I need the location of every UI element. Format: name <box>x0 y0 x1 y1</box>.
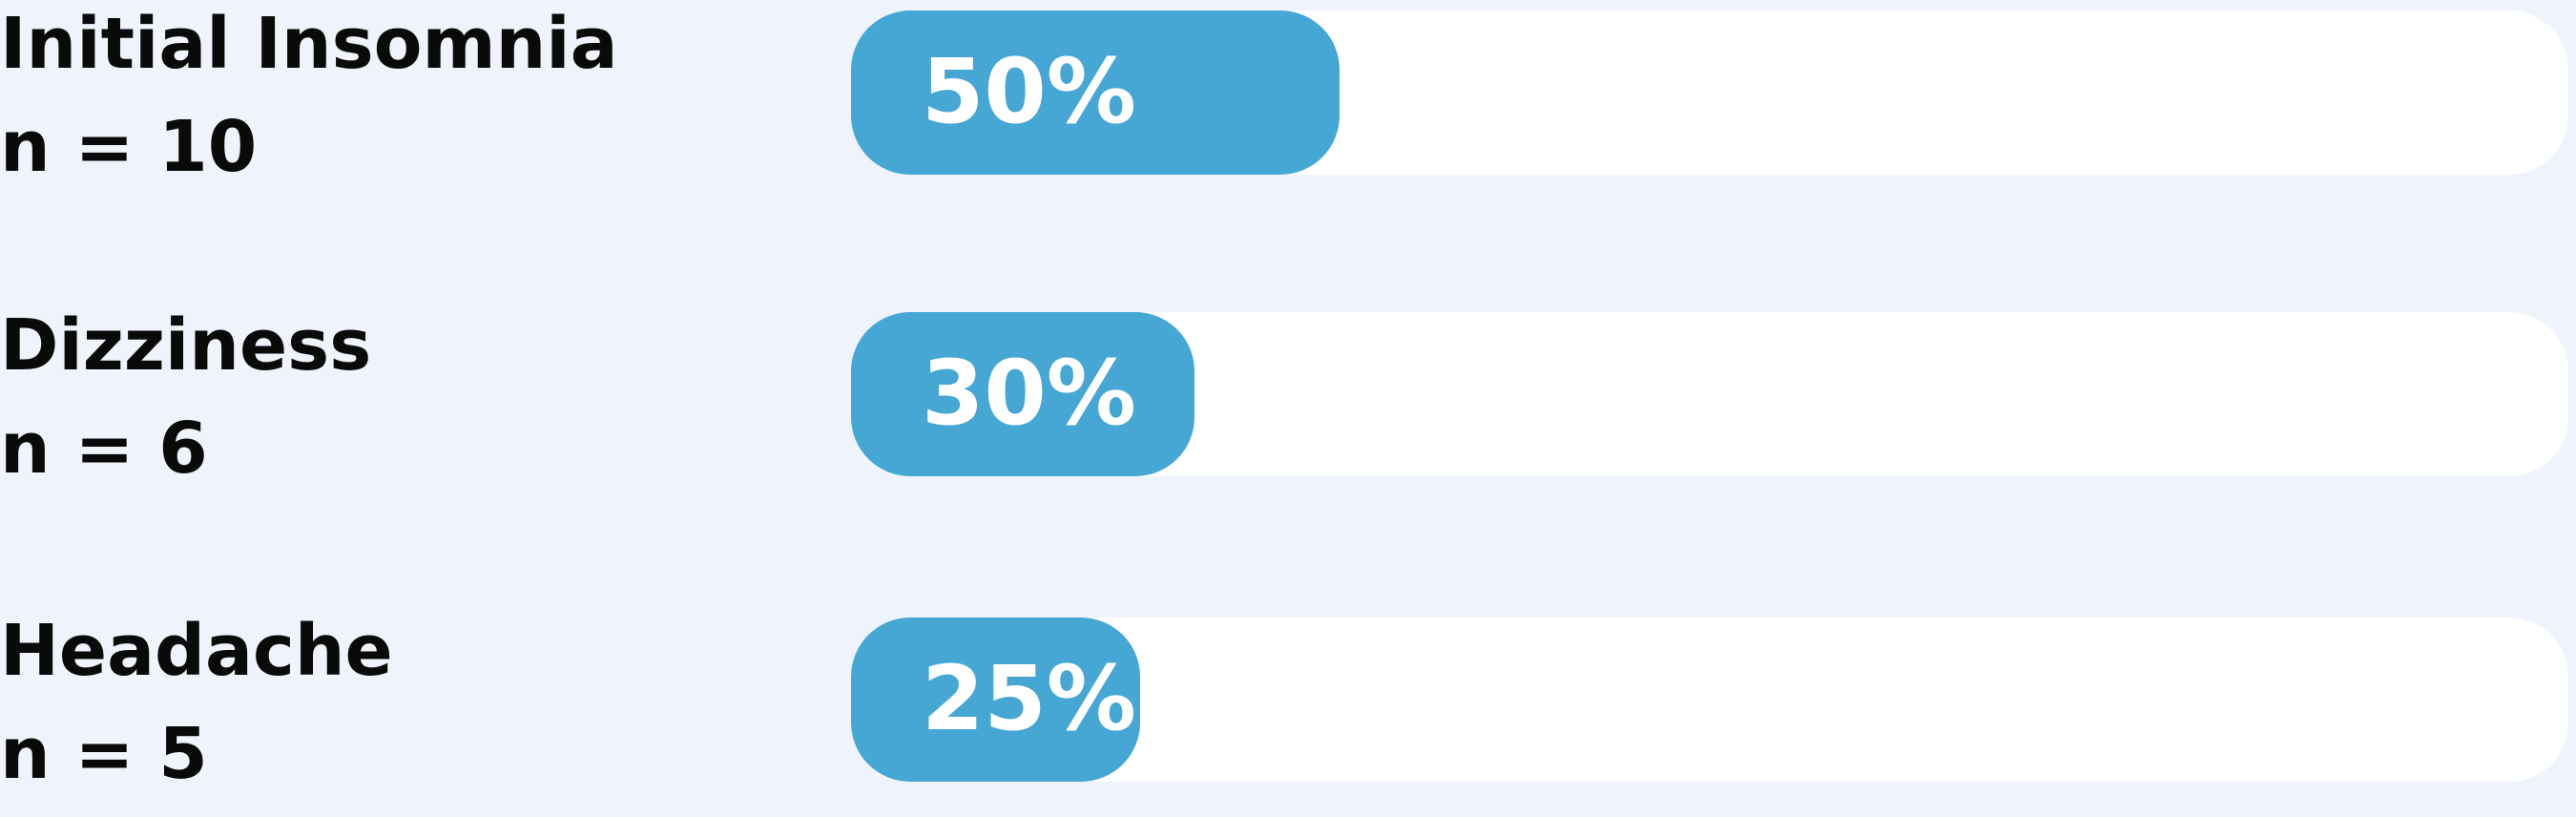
category-name: Initial Insomnia <box>0 0 821 95</box>
category-count: n = 6 <box>0 397 821 492</box>
category-label: Dizziness n = 6 <box>0 302 821 492</box>
value-label: 30% <box>922 312 1136 476</box>
category-name: Dizziness <box>0 302 821 397</box>
bar-track: 25% <box>851 618 2568 782</box>
category-label: Headache n = 5 <box>0 607 821 798</box>
bar-track: 30% <box>851 312 2568 476</box>
chart: Initial Insomnia n = 10 50% Dizziness n = 6 3… <box>0 0 2576 797</box>
category-name: Headache <box>0 607 821 702</box>
category-label: Initial Insomnia n = 10 <box>0 0 821 191</box>
value-label: 25% <box>922 618 1136 782</box>
bar-track: 50% <box>851 10 2568 175</box>
value-label: 50% <box>922 10 1136 175</box>
category-count: n = 5 <box>0 702 821 798</box>
bar-headache: 25% <box>851 618 1140 782</box>
bar-row-initial-insomnia: Initial Insomnia n = 10 50% <box>0 0 2576 210</box>
bar-row-headache: Headache n = 5 25% <box>0 607 2576 817</box>
bar-initial-insomnia: 50% <box>851 10 1340 175</box>
category-count: n = 10 <box>0 95 821 191</box>
bar-row-dizziness: Dizziness n = 6 30% <box>0 302 2576 512</box>
bar-dizziness: 30% <box>851 312 1195 476</box>
